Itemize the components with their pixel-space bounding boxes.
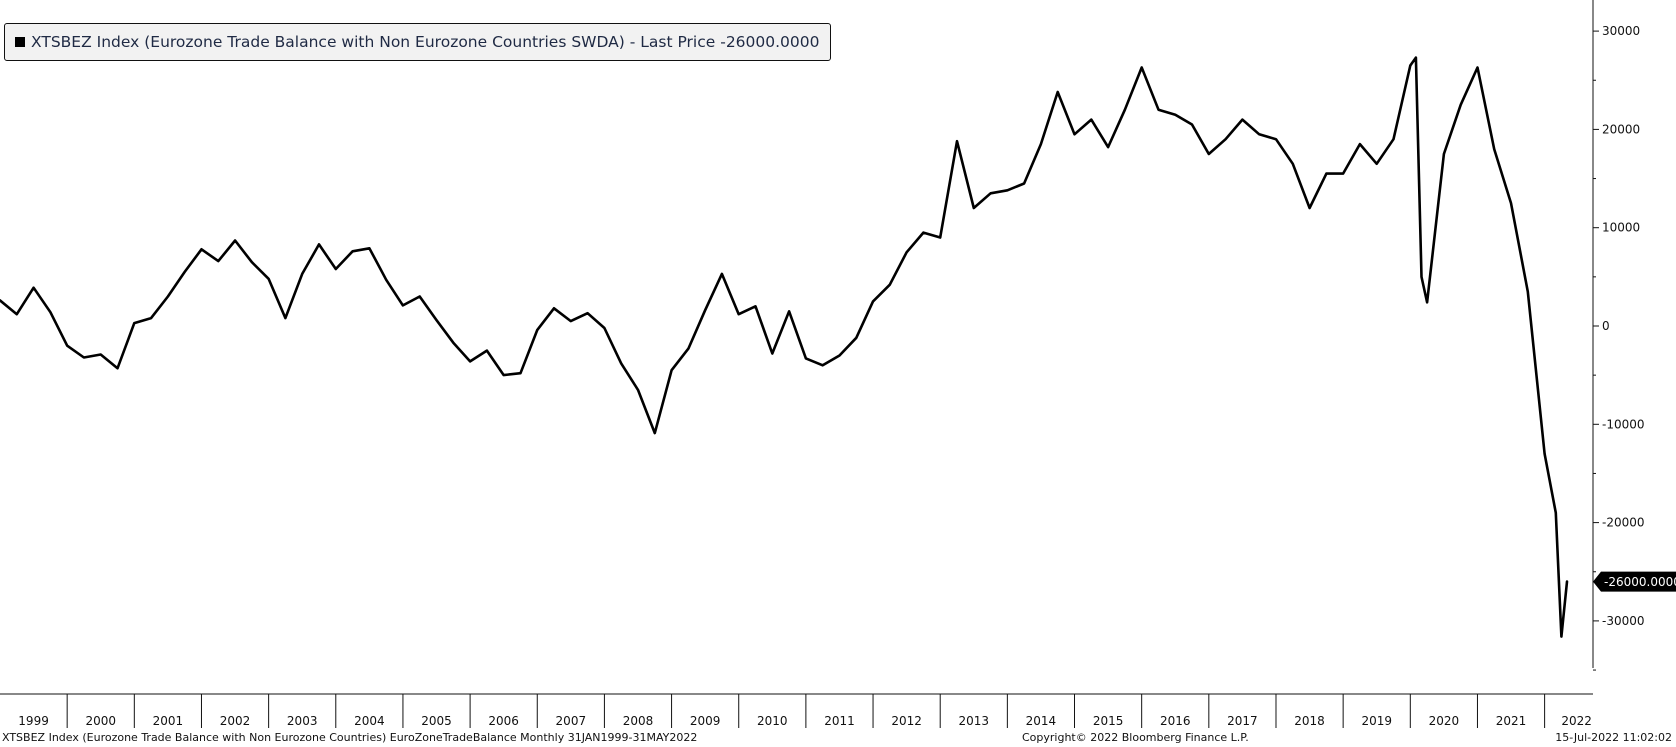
x-tick-label: 2002 bbox=[220, 714, 251, 728]
x-tick-label: 2005 bbox=[421, 714, 452, 728]
y-tick-label: -10000 bbox=[1602, 417, 1645, 431]
x-tick-label: 2014 bbox=[1026, 714, 1057, 728]
y-tick-label: 10000 bbox=[1602, 221, 1640, 235]
legend-label: XTSBEZ Index (Eurozone Trade Balance wit… bbox=[31, 33, 820, 51]
legend: XTSBEZ Index (Eurozone Trade Balance wit… bbox=[4, 23, 831, 61]
x-tick-label: 2008 bbox=[623, 714, 654, 728]
series-group bbox=[0, 56, 1569, 638]
last-price-tag bbox=[1593, 571, 1676, 592]
x-tick-label: 2000 bbox=[85, 714, 116, 728]
x-tick-label: 2016 bbox=[1160, 714, 1191, 728]
series-line-0 bbox=[0, 56, 1569, 638]
x-axis: 1999 2000 2001 2002 2003 2004 2005 2006 2007 2008… bbox=[0, 693, 1593, 728]
x-tick-label: 2015 bbox=[1093, 714, 1124, 728]
footer-description: XTSBEZ Index (Eurozone Trade Balance wit… bbox=[2, 731, 698, 744]
x-tick-label: 1999 bbox=[18, 714, 49, 728]
footer-copyright: Copyright© 2022 Bloomberg Finance L.P. bbox=[1022, 731, 1249, 744]
y-axis: 30000 20000 10000 0 -10000 -20000 -30000 bbox=[1592, 0, 1645, 671]
x-tick-label: 2009 bbox=[690, 714, 721, 728]
x-tick-label: 2001 bbox=[153, 714, 184, 728]
x-tick-label: 2020 bbox=[1429, 714, 1460, 728]
footer-timestamp: 15-Jul-2022 11:02:02 bbox=[1555, 731, 1672, 744]
x-tick-label: 2021 bbox=[1496, 714, 1527, 728]
x-tick-label: 2006 bbox=[488, 714, 519, 728]
x-tick-label: 2003 bbox=[287, 714, 318, 728]
y-tick-label: 0 bbox=[1602, 319, 1610, 333]
x-tick-label: 2017 bbox=[1227, 714, 1258, 728]
last-price-marker: -26000.0000 bbox=[1593, 571, 1676, 592]
y-tick-label: 30000 bbox=[1602, 24, 1640, 38]
x-tick-label: 2012 bbox=[891, 714, 922, 728]
x-tick-label: 2004 bbox=[354, 714, 385, 728]
x-tick-label: 2018 bbox=[1294, 714, 1325, 728]
x-tick-label: 2007 bbox=[556, 714, 587, 728]
x-tick-label: 2011 bbox=[824, 714, 855, 728]
x-tick-label: 2019 bbox=[1361, 714, 1392, 728]
legend-swatch bbox=[15, 37, 25, 47]
x-tick-label: 2022 bbox=[1561, 714, 1592, 728]
x-tick-label: 2013 bbox=[959, 714, 990, 728]
y-tick-label: -30000 bbox=[1602, 614, 1645, 628]
x-tick-label: 2010 bbox=[757, 714, 788, 728]
y-tick-label: -20000 bbox=[1602, 516, 1645, 530]
y-tick-label: 20000 bbox=[1602, 122, 1640, 136]
last-price-label: -26000.0000 bbox=[1604, 575, 1676, 589]
